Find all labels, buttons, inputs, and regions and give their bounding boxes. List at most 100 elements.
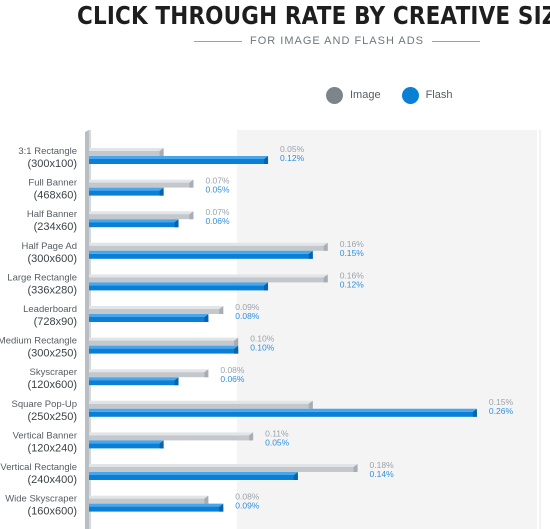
axis-wall-front <box>89 130 91 529</box>
category-size-label: (336x280) <box>27 284 77 296</box>
category-size-label: (120x600) <box>27 379 77 391</box>
bar-flash-top <box>89 219 179 223</box>
bar-flash <box>89 443 164 449</box>
value-label-flash: 0.06% <box>205 216 230 226</box>
value-label-flash: 0.06% <box>220 374 245 384</box>
bar-image-top <box>89 495 209 499</box>
bar-image <box>89 214 194 220</box>
bar-image-top <box>89 211 194 215</box>
legend-item-flash: Flash <box>401 86 453 104</box>
category-label: Wide Skyscraper <box>5 494 77 505</box>
bar-image-top <box>89 274 328 278</box>
bar-image <box>89 372 209 378</box>
bar-image-cap <box>323 242 328 251</box>
bar-flash-top <box>89 408 477 412</box>
bar-image-top <box>89 242 328 246</box>
category-label: Square Pop-Up <box>12 399 77 410</box>
category-label: 3:1 Rectangle <box>18 146 77 157</box>
value-label-image: 0.08% <box>220 365 245 375</box>
bar-image-cap <box>249 432 254 441</box>
value-label-image: 0.18% <box>370 460 395 470</box>
value-label-flash: 0.05% <box>205 185 230 195</box>
bar-image-top <box>89 400 313 404</box>
bar-image-cap <box>159 148 164 156</box>
value-label-image: 0.16% <box>340 239 365 249</box>
category-size-label: (234x60) <box>34 221 77 233</box>
bar-image <box>89 277 328 283</box>
chart-subtitle-row: FOR IMAGE AND FLASH ADS <box>194 33 480 49</box>
bar-image <box>89 182 194 188</box>
bar-flash-top <box>89 314 209 317</box>
legend-label-flash: Flash <box>425 89 453 101</box>
value-label-image: 0.07% <box>205 176 230 186</box>
value-label-flash: 0.08% <box>235 311 260 321</box>
bar-flash <box>89 285 269 291</box>
value-label-flash: 0.15% <box>340 248 365 258</box>
category-size-label: (468x60) <box>34 190 77 202</box>
bar-image-top <box>89 306 224 309</box>
bar-flash-top <box>89 345 239 349</box>
bar-image-cap <box>353 464 358 472</box>
bar-flash <box>89 253 313 259</box>
value-label-flash: 0.12% <box>280 153 305 163</box>
category-label: Full Banner <box>28 178 77 189</box>
value-label-flash: 0.14% <box>370 469 395 479</box>
category-label: Leaderboard <box>23 304 77 315</box>
bar-chart: 3:1 Rectangle(300x100)0.05%0.12%Full Ban… <box>0 130 550 529</box>
value-label-image: 0.11% <box>265 428 289 438</box>
axis-wall-side <box>85 130 89 529</box>
bar-image-cap <box>234 337 239 346</box>
bar-image <box>89 309 224 314</box>
chart-legend: Image Flash <box>326 86 473 104</box>
bar-flash <box>89 190 164 196</box>
value-label-image: 0.07% <box>205 207 230 217</box>
bar-image <box>89 467 358 472</box>
category-label: Vertical Rectangle <box>0 462 77 473</box>
category-size-label: (160x600) <box>27 506 77 518</box>
bar-flash-cap <box>293 472 298 480</box>
subtitle-left-rule <box>194 40 242 42</box>
chart-subtitle: FOR IMAGE AND FLASH ADS <box>250 35 424 47</box>
value-label-image: 0.15% <box>489 397 514 407</box>
category-size-label: (300x600) <box>27 253 77 265</box>
bar-flash-cap <box>308 250 313 259</box>
bar-image-cap <box>219 306 224 314</box>
value-label-image: 0.16% <box>340 270 365 280</box>
category-label: Vertical Banner <box>13 430 77 441</box>
bar-flash-cap <box>264 282 269 291</box>
category-label: Half Page Ad <box>22 241 77 252</box>
bar-flash-cap <box>159 440 164 449</box>
bar-flash <box>89 380 179 386</box>
value-label-image: 0.10% <box>250 334 275 344</box>
bar-image-cap <box>308 400 313 409</box>
bar-flash-cap <box>472 408 477 417</box>
bar-image-top <box>89 148 164 151</box>
bar-image <box>89 340 239 346</box>
category-size-label: (240x400) <box>27 474 77 486</box>
category-label: Half Banner <box>27 209 77 220</box>
legend-item-image: Image <box>326 86 381 104</box>
bar-flash <box>89 506 224 512</box>
value-label-flash: 0.10% <box>250 343 275 353</box>
plot-band-white <box>89 130 237 529</box>
bar-image-top <box>89 369 209 373</box>
value-label-flash: 0.05% <box>265 437 290 447</box>
bar-image <box>89 498 209 504</box>
bar-image-top <box>89 464 358 467</box>
value-label-image: 0.08% <box>235 492 260 502</box>
category-size-label: (728x90) <box>34 316 77 328</box>
bar-image-cap <box>204 495 209 504</box>
bar-flash-top <box>89 250 313 254</box>
value-label-flash: 0.09% <box>235 501 260 511</box>
bar-image <box>89 403 313 409</box>
bar-image <box>89 435 254 441</box>
category-label: Medium Rectangle <box>0 336 77 347</box>
bar-image-top <box>89 337 239 341</box>
value-label-image: 0.09% <box>235 302 260 312</box>
value-label-flash: 0.12% <box>340 279 365 289</box>
bar-flash-top <box>89 156 269 159</box>
legend-swatch-flash <box>401 86 419 104</box>
bar-image <box>89 245 328 251</box>
bar-flash <box>89 222 179 228</box>
bar-flash-cap <box>174 219 179 228</box>
